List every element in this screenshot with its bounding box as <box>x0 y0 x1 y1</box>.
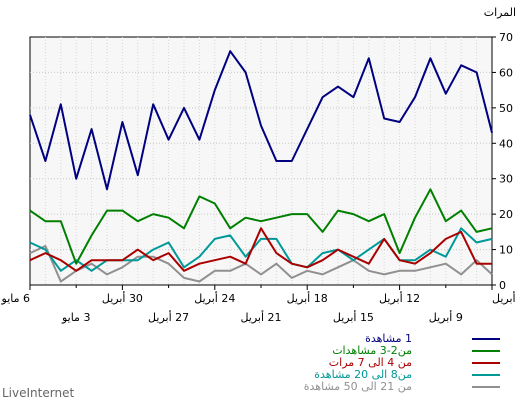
y-tick-label: 0 <box>499 279 506 292</box>
x-axis-ticks: 6 مايو 30 أبريل 24 أبريل 18 أبريل 12 أبريل 6 … <box>1 285 520 324</box>
x-tick-label: 15 أبريل <box>333 310 374 324</box>
legend-item: من 21 الى 50 مشاهدة <box>208 381 508 393</box>
x-tick-label: 24 أبريل <box>194 291 235 305</box>
y-tick-label: 30 <box>499 173 513 186</box>
legend-item: من2-3 مشاهدات <box>208 345 508 357</box>
legend-swatch <box>472 386 500 388</box>
series-line <box>29 245 493 283</box>
x-tick-label: 6 أبريل <box>492 291 520 305</box>
legend-label: من 21 الى 50 مشاهدة <box>303 380 412 393</box>
x-tick-label: 3 مايو <box>61 311 90 324</box>
legend-item: من 4 الى 7 مرات <box>208 357 508 369</box>
x-tick-label: 9 أبريل <box>429 310 463 324</box>
legend-label: من2-3 مشاهدات <box>332 344 412 357</box>
y-tick-label: 70 <box>499 31 513 44</box>
brand-label: LiveInternet <box>2 386 75 400</box>
y-tick-label: 60 <box>499 66 513 79</box>
x-tick-label: 27 أبريل <box>148 310 189 324</box>
y-tick-label: 50 <box>499 102 513 115</box>
legend-label: 1 مشاهدة <box>365 332 412 345</box>
legend-swatch <box>472 374 500 376</box>
x-tick-label: 18 أبريل <box>287 291 328 305</box>
legend-label: من 4 الى 7 مرات <box>328 356 412 369</box>
series-line <box>29 188 493 265</box>
series-line <box>29 227 492 272</box>
series-line <box>29 50 493 191</box>
y-tick-label: 40 <box>499 137 513 150</box>
y-tick-label: 20 <box>499 208 513 221</box>
y-tick-label: 10 <box>499 244 513 257</box>
y-axis-title: المرات <box>484 6 516 19</box>
series-lines <box>29 50 493 283</box>
legend-item: من8 الى 20 مشاهدة <box>208 369 508 381</box>
x-tick-label: 30 أبريل <box>102 291 143 305</box>
legend-swatch <box>472 350 500 352</box>
x-tick-label: 6 مايو <box>1 292 30 305</box>
legend-swatch <box>472 362 500 364</box>
x-tick-label: 12 أبريل <box>379 291 420 305</box>
y-axis-ticks: 0 10 20 30 40 50 60 70 <box>492 31 513 292</box>
x-tick-label: 21 أبريل <box>240 310 281 324</box>
legend: 1 مشاهدة من2-3 مشاهدات من 4 الى 7 مرات من8 … <box>208 333 508 393</box>
legend-item: 1 مشاهدة <box>208 333 508 345</box>
legend-label: من8 الى 20 مشاهدة <box>314 368 412 381</box>
legend-swatch <box>472 338 500 340</box>
